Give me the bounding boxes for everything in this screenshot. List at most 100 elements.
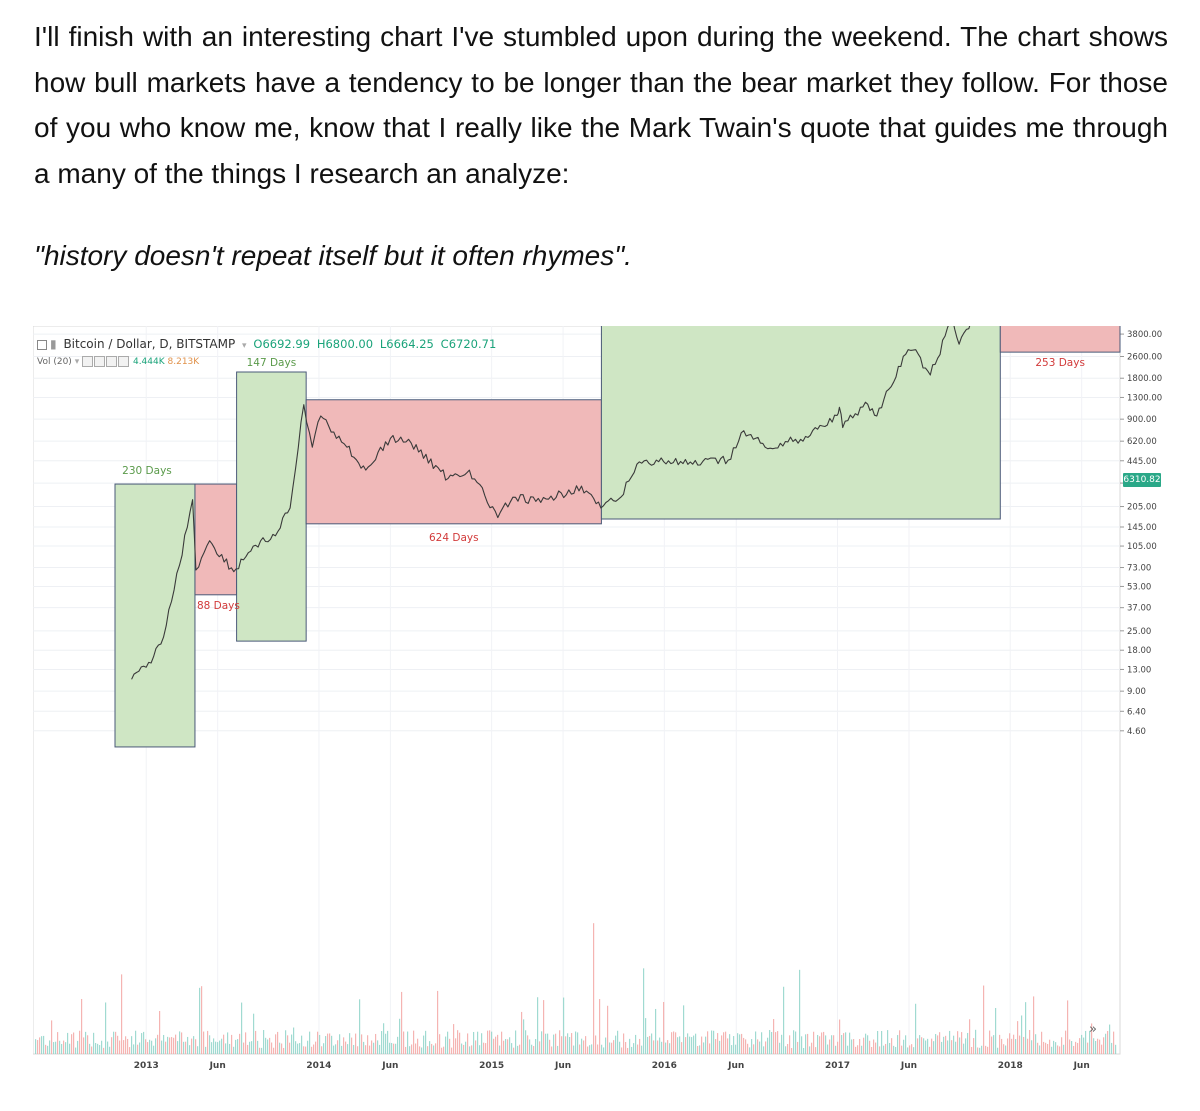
volume-bar [367, 1035, 369, 1054]
volume-bar [385, 1033, 387, 1054]
volume-bar [807, 1033, 809, 1054]
volume-bar [383, 1023, 385, 1054]
volume-bar [1087, 1042, 1089, 1054]
volume-bar [1055, 1042, 1057, 1054]
x-tick-label: 2016 [652, 1061, 677, 1071]
volume-bar [647, 1036, 649, 1054]
volume-bar [197, 1046, 199, 1054]
volume-bar [625, 1042, 627, 1054]
volume-dropdown-icon[interactable]: ▾ [74, 357, 80, 367]
high-value: H6800.00 [316, 337, 374, 351]
volume-bar [529, 1039, 531, 1054]
volume-bar [715, 1039, 717, 1054]
volume-bar [967, 1032, 969, 1054]
volume-bar [165, 1041, 167, 1054]
volume-bar [741, 1033, 743, 1054]
volume-bar [1061, 1037, 1063, 1054]
volume-bar [173, 1037, 175, 1054]
volume-bar [739, 1034, 741, 1054]
volume-bar [1065, 1030, 1067, 1054]
volume-bar [1063, 1044, 1065, 1054]
volume-bar [115, 1031, 117, 1054]
volume-bar [445, 1036, 447, 1054]
volume-bar [897, 1035, 899, 1054]
volume-bar [1059, 1046, 1061, 1054]
volume-bar [825, 1035, 827, 1054]
volume-bar [731, 1045, 733, 1054]
volume-bar [223, 1034, 225, 1054]
volume-bar [997, 1047, 999, 1054]
scroll-right-icon[interactable]: » [1089, 1022, 1097, 1037]
plus-icon[interactable] [106, 356, 118, 367]
volume-bar [481, 1033, 483, 1054]
price-line [131, 326, 971, 680]
bitcoin-chart[interactable]: 44000.0032000.0022000.0016000.0011000.00… [33, 326, 1168, 1076]
volume-bar [745, 1039, 747, 1054]
volume-bar [451, 1047, 453, 1054]
volume-bar [893, 1045, 895, 1054]
volume-bar [855, 1046, 857, 1054]
volume-bar [395, 1043, 397, 1054]
volume-bar [817, 1034, 819, 1054]
volume-bar [515, 1030, 517, 1054]
volume-bar [215, 1041, 217, 1054]
volume-bar [725, 1031, 727, 1054]
volume-bar [983, 985, 985, 1054]
volume-bar [69, 1043, 71, 1054]
volume-bar [231, 1034, 233, 1054]
y-tick-label: 105.00 [1127, 542, 1157, 552]
eye-icon[interactable] [82, 356, 94, 367]
volume-bar [97, 1043, 99, 1054]
volume-bar [507, 1039, 509, 1054]
volume-bar [603, 1047, 605, 1054]
volume-bar [821, 1032, 823, 1054]
close-value: C6720.71 [440, 337, 497, 351]
volume-bar [889, 1042, 891, 1054]
volume-bar [981, 1045, 983, 1054]
volume-bar [621, 1047, 623, 1054]
cycle-label: 624 Days [429, 532, 479, 544]
y-tick-label: 18.00 [1127, 646, 1151, 656]
volume-bar [93, 1032, 95, 1054]
volume-bar [569, 1037, 571, 1054]
y-tick-label: 2600.00 [1127, 353, 1162, 363]
y-tick-label: 1300.00 [1127, 393, 1162, 403]
article-paragraph: I'll finish with an interesting chart I'… [34, 21, 1168, 189]
volume-bar [1009, 1033, 1011, 1054]
volume-bar [919, 1035, 921, 1054]
volume-bar [827, 1044, 829, 1054]
volume-bar [61, 1043, 63, 1054]
volume-bar [617, 1030, 619, 1054]
volume-bar [851, 1039, 853, 1054]
volume-bar [1111, 1042, 1113, 1054]
volume-bar [779, 1042, 781, 1054]
volume-bar [423, 1035, 425, 1054]
settings-icon[interactable] [94, 356, 106, 367]
volume-bar [89, 1043, 91, 1054]
volume-bar [645, 1018, 647, 1054]
volume-bar [713, 1030, 715, 1054]
volume-bar [365, 1045, 367, 1054]
symbol-label[interactable]: Bitcoin / Dollar, D, BITSTAMP [63, 337, 236, 351]
volume-bar [661, 1041, 663, 1054]
chart-legend: ▮ Bitcoin / Dollar, D, BITSTAMP ▾ O6692.… [37, 337, 499, 351]
volume-bar [427, 1046, 429, 1054]
volume-bar [935, 1034, 937, 1054]
volume-bar [1081, 1034, 1083, 1054]
volume-bar [863, 1037, 865, 1054]
volume-bar [117, 1035, 119, 1054]
volume-bar [1029, 1030, 1031, 1054]
volume-bar [879, 1046, 881, 1054]
volume-bar [483, 1042, 485, 1054]
dropdown-icon[interactable]: ▾ [242, 341, 247, 351]
volume-bar [151, 1040, 153, 1054]
volume-bar [1025, 1002, 1027, 1054]
collapse-icon[interactable] [37, 339, 47, 350]
volume-bar [703, 1042, 705, 1054]
volume-bar [1049, 1039, 1051, 1054]
volume-bar [421, 1047, 423, 1054]
volume-bar [913, 1047, 915, 1054]
volume-bar [157, 1034, 159, 1054]
close-icon[interactable] [118, 356, 130, 367]
volume-bar [185, 1041, 187, 1054]
